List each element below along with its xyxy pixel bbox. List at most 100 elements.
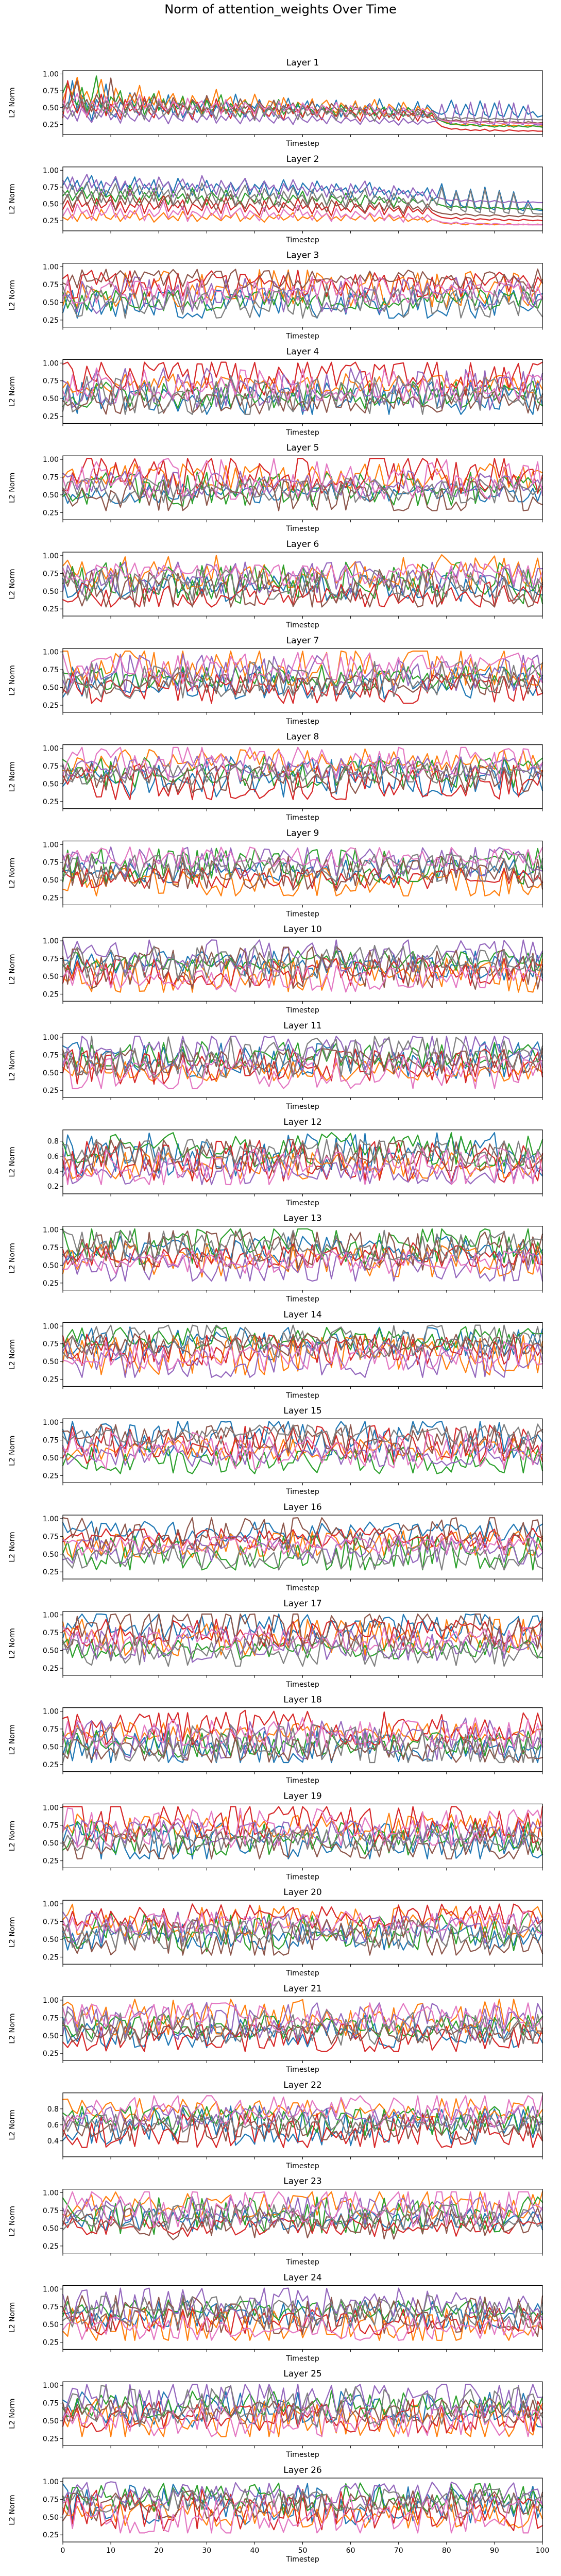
y-tick-label: 1.00 <box>43 2189 59 2197</box>
series-line <box>62 1228 543 1265</box>
x-tick-label: 20 <box>154 2547 163 2555</box>
panel-title: Layer 4 <box>286 346 319 357</box>
y-tick-label: 0.75 <box>43 762 59 771</box>
series-line <box>62 361 543 397</box>
y-tick-label: 1.00 <box>43 1226 59 1234</box>
y-tick-label: 0.25 <box>43 1472 59 1480</box>
y-tick-label: 0.75 <box>43 2496 59 2504</box>
series-line <box>62 1333 543 1357</box>
y-tick-label: 1.00 <box>43 937 59 945</box>
y-tick-label: 1.00 <box>43 1707 59 1716</box>
y-axis-label: L2 Norm <box>8 1436 16 1466</box>
panel-title: Layer 12 <box>283 1117 321 1127</box>
x-tick-label: 80 <box>442 2547 451 2555</box>
x-axis-label: Timestep <box>285 2451 319 2459</box>
y-tick-label: 1.00 <box>43 649 59 657</box>
layer-panel: Layer 6 0.25 0.50 0.75 1.00 L2 Norm Timestep <box>8 539 543 629</box>
layer-panel: Layer 12 0.2 0.4 0.6 0.8 L2 Norm Timestep <box>8 1117 543 1207</box>
y-tick-label: 0.75 <box>43 2400 59 2408</box>
x-axis-label: Timestep <box>285 1199 319 1207</box>
y-tick-label: 0.75 <box>43 1533 59 1541</box>
y-tick-label: 0.75 <box>43 474 59 482</box>
series-line <box>62 184 543 210</box>
series-line <box>62 2009 543 2046</box>
y-tick-label: 0.50 <box>43 1551 59 1559</box>
axes-frame <box>62 937 543 1002</box>
series-line <box>62 1341 543 1372</box>
y-tick-label: 0.75 <box>43 87 59 95</box>
y-axis-label: L2 Norm <box>8 2013 16 2043</box>
y-axis-label: L2 Norm <box>8 376 16 407</box>
y-tick-label: 0.75 <box>43 281 59 289</box>
x-axis-label: Timestep <box>285 333 319 341</box>
series-line <box>62 847 543 886</box>
series-line <box>62 1717 543 1751</box>
series-line <box>62 98 543 122</box>
x-axis-label: Timestep <box>285 910 319 918</box>
y-tick-label: 1.00 <box>43 841 59 849</box>
series-line <box>62 93 543 125</box>
series-line <box>62 950 543 972</box>
y-tick-label: 0.50 <box>43 2321 59 2329</box>
series-line <box>62 569 543 608</box>
x-axis-label: Timestep <box>285 1488 319 1496</box>
series-line <box>62 375 543 415</box>
y-tick-label: 0.50 <box>43 2514 59 2522</box>
x-axis-label: Timestep <box>285 1969 319 1977</box>
layer-panel: Layer 26 0.25 0.50 0.75 1.00 0 10 20 30 40 50 60 70 8… <box>8 2465 549 2564</box>
series-line <box>62 2002 543 2041</box>
panel-title: Layer 17 <box>283 1599 321 1609</box>
layer-panel: Layer 25 0.25 0.50 0.75 1.00 L2 Norm Timestep <box>8 2369 543 2459</box>
series-line <box>62 477 543 504</box>
series-line <box>62 80 543 121</box>
series-line <box>62 2021 543 2045</box>
panel-title: Layer 8 <box>286 732 319 742</box>
layer-panel: Layer 18 0.25 0.50 0.75 1.00 L2 Norm Timestep <box>8 1695 543 1785</box>
layer-panel: Layer 24 0.25 0.50 0.75 1.00 L2 Norm Timestep <box>8 2272 543 2363</box>
y-axis-label: L2 Norm <box>8 1628 16 1658</box>
series-line <box>62 1249 543 1274</box>
panel-title: Layer 2 <box>286 154 319 164</box>
y-tick-label: 0.50 <box>43 298 59 307</box>
x-axis-label: Timestep <box>285 1584 319 1592</box>
series-line <box>62 2496 543 2534</box>
layer-panel: Layer 1 0.25 0.50 0.75 1.00 L2 Norm Timestep <box>8 58 543 148</box>
y-tick-label: 0.50 <box>43 104 59 112</box>
panel-title: Layer 21 <box>283 1984 321 1994</box>
y-tick-label: 0.50 <box>43 2032 59 2040</box>
y-tick-label: 0.75 <box>43 2207 59 2215</box>
layer-panel: Layer 20 0.25 0.50 0.75 1.00 L2 Norm Timestep <box>8 1887 543 1977</box>
panel-title: Layer 20 <box>283 1887 321 1898</box>
y-tick-label: 0.50 <box>43 2417 59 2425</box>
y-tick-label: 1.00 <box>43 359 59 368</box>
y-tick-label: 0.8 <box>47 2105 59 2114</box>
y-tick-label: 0.4 <box>47 2137 59 2146</box>
series-line <box>62 1424 543 1455</box>
x-tick-label: 40 <box>250 2547 259 2555</box>
series-line <box>62 1999 543 2036</box>
series-line <box>62 1036 543 1078</box>
y-axis-label: L2 Norm <box>8 280 16 310</box>
y-axis-label: L2 Norm <box>8 569 16 599</box>
y-tick-label: 0.25 <box>43 605 59 613</box>
series-line <box>62 2113 543 2134</box>
x-axis-label: Timestep <box>285 814 319 822</box>
y-tick-label: 1.00 <box>43 1900 59 1908</box>
layer-panel: Layer 10 0.25 0.50 0.75 1.00 L2 Norm Timestep <box>8 924 543 1015</box>
y-tick-label: 0.25 <box>43 1568 59 1576</box>
series-line <box>62 2015 543 2049</box>
series-line <box>62 2113 543 2148</box>
series-line <box>62 2191 543 2229</box>
series-line <box>62 2314 543 2341</box>
series-line <box>62 1229 543 1262</box>
series-line <box>62 1542 543 1571</box>
y-axis-label: L2 Norm <box>8 1917 16 1948</box>
series-line <box>62 666 543 700</box>
y-tick-label: 0.25 <box>43 1761 59 1769</box>
layer-panel: Layer 9 0.25 0.50 0.75 1.00 L2 Norm Timestep <box>8 828 543 918</box>
series-line <box>62 763 543 794</box>
y-tick-label: 0.25 <box>43 894 59 903</box>
layer-panel: Layer 22 0.4 0.6 0.8 L2 Norm Timestep <box>8 2080 543 2170</box>
y-tick-label: 0.50 <box>43 491 59 500</box>
y-tick-label: 0.25 <box>43 2050 59 2058</box>
